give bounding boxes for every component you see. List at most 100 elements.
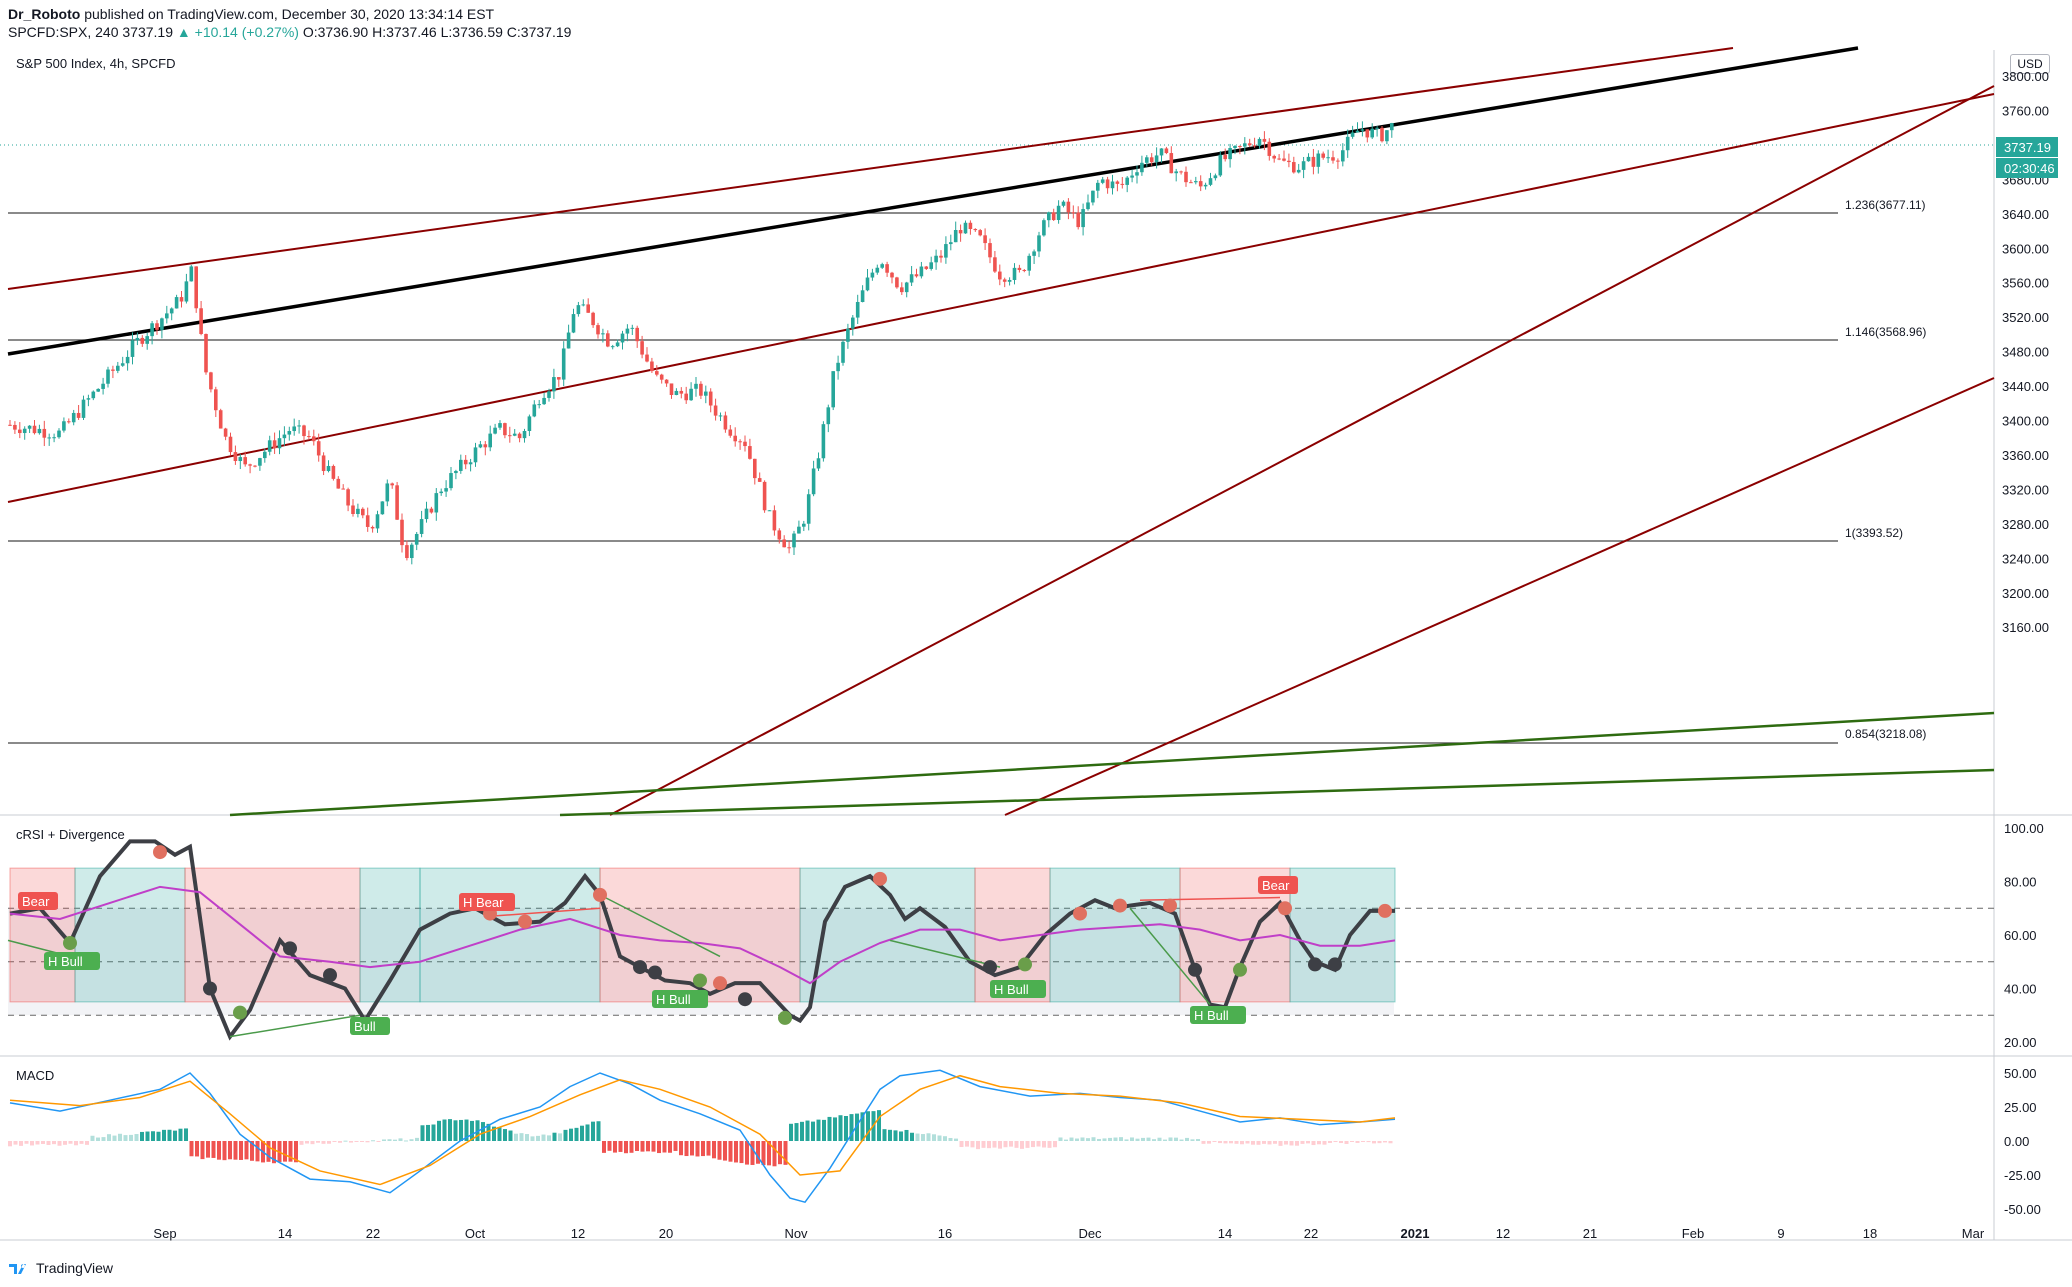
- macd-histogram-bar: [519, 1133, 524, 1141]
- candle-body: [1341, 150, 1345, 162]
- price-axis[interactable]: 3800.003760.003720.003680.003640.003600.…: [1996, 69, 2058, 1217]
- candle-body: [37, 428, 42, 434]
- candle-body: [1007, 279, 1012, 282]
- candle-body: [410, 544, 414, 559]
- hbear-badge-text: H Bear: [463, 895, 504, 910]
- candle-body: [419, 519, 424, 534]
- hbear-badge: [459, 893, 515, 911]
- main-pane-title: S&P 500 Index, 4h, SPCFD: [16, 56, 176, 71]
- currency-badge[interactable]: USD: [2010, 54, 2050, 74]
- candle-body: [689, 388, 693, 401]
- price-tick-label: 3600.00: [2002, 241, 2049, 256]
- candle-body: [71, 412, 76, 423]
- macd-histogram-bar: [437, 1120, 441, 1141]
- macd-signal-line: [9, 1074, 1396, 1186]
- candle-body: [375, 514, 380, 529]
- macd-histogram-bar: [541, 1134, 546, 1141]
- candle-body: [116, 365, 120, 371]
- macd-histogram-bar: [371, 1140, 375, 1142]
- crsi-signal-dot: [738, 992, 752, 1007]
- hbull1-badge: [44, 952, 100, 970]
- brand-label: TradingView: [36, 1260, 114, 1276]
- macd-histogram-bar: [1080, 1137, 1085, 1141]
- macd-histogram-bar: [635, 1141, 639, 1151]
- macd-histogram-bar: [1300, 1141, 1305, 1144]
- candle-body: [331, 465, 336, 479]
- candle-body: [292, 426, 296, 432]
- candle-body: [459, 459, 463, 471]
- macd-histogram-bar: [255, 1141, 260, 1162]
- macd-histogram-bar: [1185, 1137, 1189, 1141]
- macd-histogram-bar: [1146, 1137, 1151, 1141]
- candle-body: [174, 297, 179, 309]
- footer-brand[interactable]: TradingView: [8, 1260, 113, 1276]
- macd-histogram-bar: [1135, 1138, 1140, 1141]
- candle-body: [993, 257, 997, 272]
- candle-body: [1130, 175, 1134, 178]
- candle-body: [42, 428, 47, 438]
- crsi-signal-dot: [1378, 903, 1392, 918]
- macd-histogram-bar: [459, 1119, 463, 1141]
- time-tick-label: 14: [278, 1226, 292, 1241]
- candle-body: [1287, 160, 1291, 163]
- main-pane-lines: [0, 46, 1995, 817]
- macd-histogram-bar: [1064, 1139, 1068, 1141]
- crsi-signal-dot: [323, 968, 337, 983]
- candle-body: [267, 440, 272, 452]
- candle-body: [973, 229, 978, 231]
- candle-body: [1238, 145, 1242, 147]
- macd-histogram-bar: [1311, 1141, 1316, 1146]
- bull-badge: [350, 1017, 390, 1035]
- candle-body: [508, 435, 512, 437]
- macd-histogram-bar: [1256, 1141, 1261, 1145]
- candle-body: [1091, 190, 1095, 203]
- time-tick-label: Oct: [465, 1226, 486, 1241]
- last-price-badge-text: 3737.19: [2004, 140, 2051, 155]
- macd-histogram-bar: [35, 1141, 40, 1145]
- macd-histogram-bar: [690, 1141, 694, 1156]
- candle-body: [998, 271, 1002, 280]
- macd-histogram-bar: [1124, 1139, 1129, 1141]
- macd-histogram-bar: [189, 1141, 194, 1157]
- macd-histogram-bar: [822, 1119, 826, 1141]
- macd-histogram-bar: [508, 1130, 513, 1141]
- author-name[interactable]: Dr_Roboto: [8, 6, 81, 22]
- macd-histogram-bar: [354, 1141, 359, 1142]
- low-value: L:3736.59: [440, 24, 503, 40]
- candle-body: [194, 266, 198, 309]
- candle-body: [272, 440, 277, 449]
- macd-histogram-bar: [932, 1134, 936, 1141]
- change-value: ▲ +10.14 (+0.27%): [176, 24, 299, 40]
- macd-histogram-bar: [415, 1137, 419, 1141]
- crsi-tick-label: 100.00: [2004, 821, 2044, 836]
- candle-body: [527, 416, 532, 431]
- macd-histogram-bar: [860, 1112, 865, 1141]
- candle-body: [214, 389, 218, 411]
- macd-histogram-bar: [1344, 1141, 1349, 1144]
- candle-body: [900, 287, 904, 293]
- macd-histogram-bar: [772, 1141, 777, 1167]
- bear2-badge: [1258, 876, 1298, 894]
- pane-frames: [0, 50, 2072, 1241]
- candle-body: [238, 457, 243, 462]
- macd-histogram-bar: [750, 1141, 755, 1165]
- crsi-badges: Bear H Bull H Bear Bull H Bull H Bull H Bull Be…: [18, 876, 1298, 1035]
- macd-histogram-bar: [607, 1141, 612, 1151]
- macd-histogram-bar: [767, 1141, 771, 1166]
- macd-histogram-bar: [921, 1134, 925, 1141]
- price-tick-label: 3480.00: [2002, 345, 2049, 360]
- macd-histogram-bar: [140, 1131, 144, 1141]
- time-axis[interactable]: Sep 14 22 Oct 12 20 Nov 16 Dec 14 22 2021 12 21 Feb 9 18…: [153, 1226, 1984, 1241]
- macd-histogram-bar: [684, 1141, 689, 1157]
- macd-histogram-bar: [1174, 1137, 1178, 1141]
- macd-histogram-bar: [833, 1117, 837, 1141]
- macd-histogram-bar: [1245, 1141, 1250, 1144]
- macd-histogram-bar: [1350, 1141, 1354, 1142]
- macd-histogram-bar: [794, 1123, 799, 1141]
- candle-body: [694, 383, 698, 389]
- macd-histogram-bar: [79, 1141, 84, 1144]
- crsi-signal-dot: [648, 965, 662, 980]
- macd-histogram-bar: [321, 1141, 326, 1144]
- macd-tick-label: -50.00: [2004, 1202, 2041, 1217]
